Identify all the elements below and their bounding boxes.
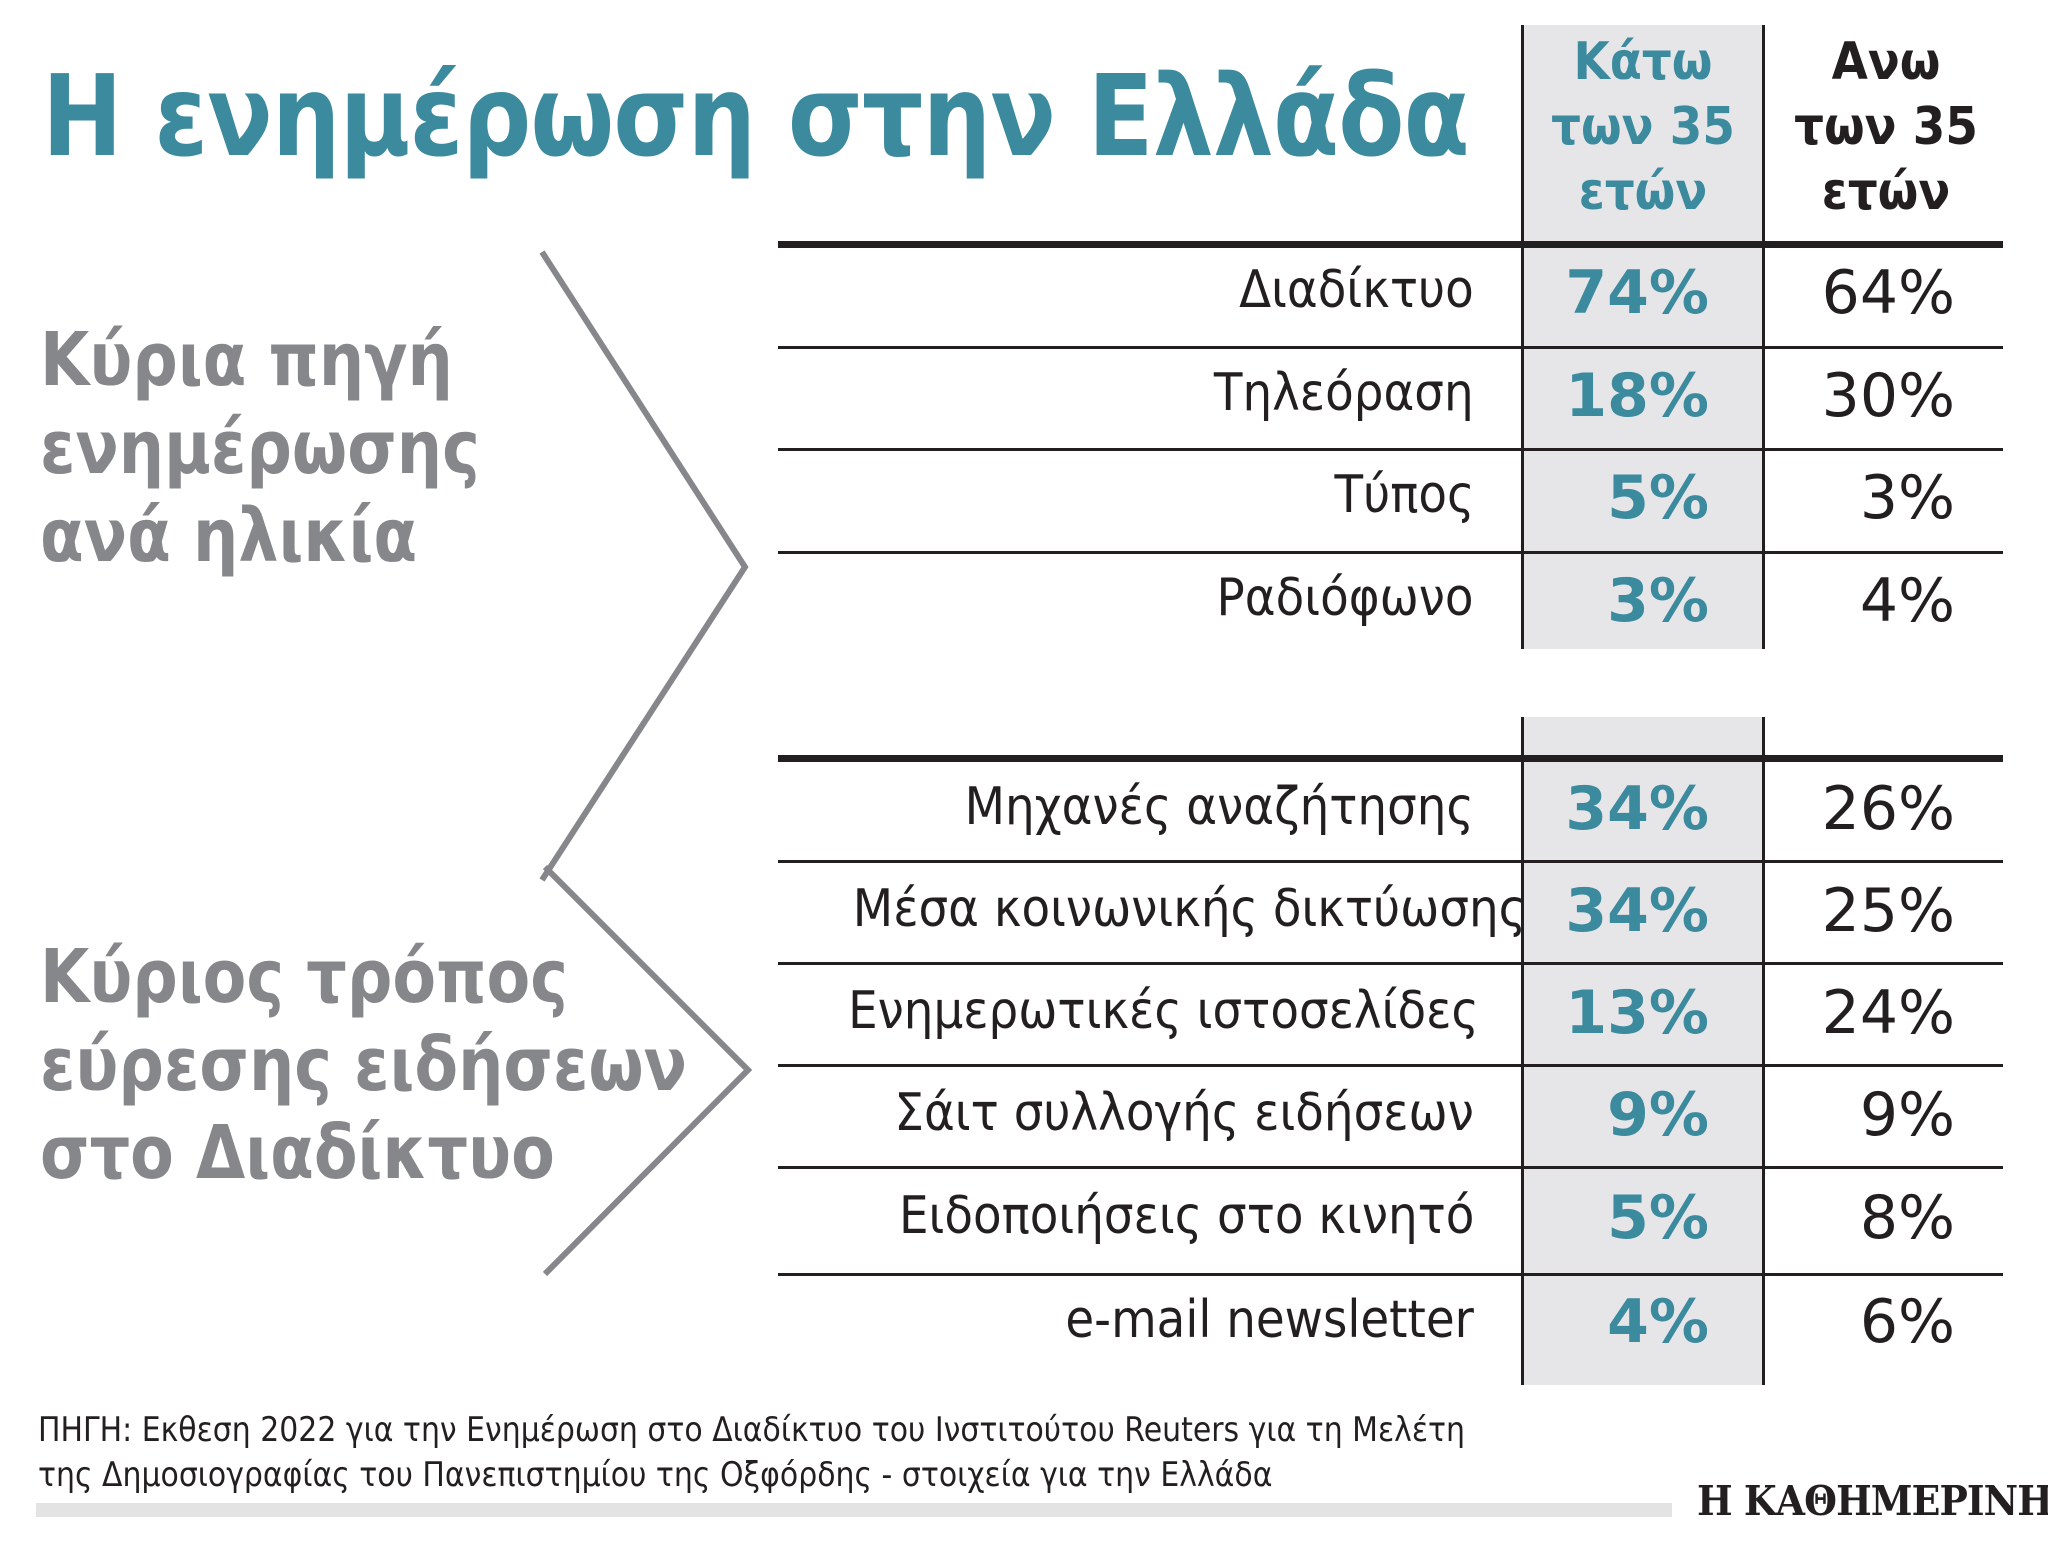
value-over35: 64% xyxy=(1821,258,1955,328)
value-under35: 5% xyxy=(1607,463,1709,533)
section1-label-line: Κύρια πηγή xyxy=(40,317,453,403)
value-over35: 25% xyxy=(1821,876,1955,946)
value-over35: 8% xyxy=(1859,1183,1955,1253)
column-divider xyxy=(1521,717,1524,1385)
row-divider xyxy=(778,1064,2003,1067)
column-divider xyxy=(1762,717,1765,1385)
row-divider xyxy=(778,1273,2003,1276)
section2-label: Κύριος τρόπος εύρεσης ειδήσεων στο Διαδί… xyxy=(40,933,687,1197)
section2-label-line: Κύριος τρόπος xyxy=(40,934,568,1020)
column-header-over35: Ανω των 35 ετών xyxy=(1766,30,2006,225)
row-divider xyxy=(778,1166,2003,1169)
row-divider xyxy=(778,860,2003,863)
value-over35: 4% xyxy=(1859,566,1955,636)
header-line: Ανω xyxy=(1831,32,1941,92)
row-label: Σάιτ συλλογής ειδήσεων xyxy=(894,1083,1474,1143)
row-label: Τύπος xyxy=(1334,465,1474,525)
header-line: ετών xyxy=(1821,162,1951,222)
column-header-under35: Κάτω των 35 ετών xyxy=(1523,30,1763,225)
column-divider xyxy=(1521,25,1524,649)
value-over35: 30% xyxy=(1821,361,1955,431)
row-divider xyxy=(778,962,2003,965)
publisher-logo: Η ΚΑΘΗΜΕΡΙΝΗ xyxy=(1697,1477,2048,1525)
table2-header-rule xyxy=(778,755,2003,762)
footer-bar xyxy=(36,1503,1672,1517)
row-divider xyxy=(778,448,2003,451)
row-divider xyxy=(778,346,2003,349)
value-under35: 18% xyxy=(1565,361,1709,431)
value-under35: 74% xyxy=(1565,258,1709,328)
row-label: Ειδοποιήσεις στο κινητό xyxy=(898,1186,1474,1246)
value-over35: 24% xyxy=(1821,978,1955,1048)
value-under35: 5% xyxy=(1607,1183,1709,1253)
row-label: Διαδίκτυο xyxy=(1239,260,1474,320)
section1-label: Κύρια πηγή ενημέρωσης ανά ηλικία xyxy=(40,316,480,580)
value-under35: 4% xyxy=(1607,1287,1709,1357)
value-over35: 9% xyxy=(1859,1080,1955,1150)
value-under35: 13% xyxy=(1565,978,1709,1048)
section2-label-line: εύρεσης ειδήσεων xyxy=(40,1022,688,1108)
value-under35: 9% xyxy=(1607,1080,1709,1150)
source-note: ΠΗΓΗ: Εκθεση 2022 για την Ενημέρωση στο … xyxy=(38,1408,1465,1498)
source-line-1: ΠΗΓΗ: Εκθεση 2022 για την Ενημέρωση στο … xyxy=(38,1410,1466,1450)
source-line-2: της Δημοσιογραφίας του Πανεπιστημίου της… xyxy=(38,1455,1273,1495)
value-under35: 34% xyxy=(1565,876,1709,946)
section1-label-line: ανά ηλικία xyxy=(40,493,418,579)
table1-header-rule xyxy=(778,241,2003,248)
row-divider xyxy=(778,551,2003,554)
row-label: Μέσα κοινωνικής δικτύωσης xyxy=(852,879,1527,939)
row-label: Μηχανές αναζήτησης xyxy=(964,777,1474,837)
page-title: Η ενημέρωση στην Ελλάδα xyxy=(42,52,1470,182)
section2-label-line: στο Διαδίκτυο xyxy=(40,1110,555,1196)
header-line: των 35 xyxy=(1551,97,1735,157)
column-divider xyxy=(1762,25,1765,649)
value-over35: 6% xyxy=(1859,1287,1955,1357)
value-over35: 3% xyxy=(1859,463,1955,533)
header-line: ετών xyxy=(1578,162,1708,222)
header-line: Κάτω xyxy=(1573,32,1713,92)
row-label: e-mail newsletter xyxy=(1065,1290,1474,1350)
value-under35: 3% xyxy=(1607,566,1709,636)
row-label: Ραδιόφωνο xyxy=(1216,568,1474,628)
section1-label-line: ενημέρωσης xyxy=(40,405,480,491)
row-label: Ενημερωτικές ιστοσελίδες xyxy=(848,981,1479,1041)
row-label: Τηλεόραση xyxy=(1214,363,1474,423)
value-over35: 26% xyxy=(1821,774,1955,844)
value-under35: 34% xyxy=(1565,774,1709,844)
under35-column-highlight xyxy=(1523,25,1763,649)
header-line: των 35 xyxy=(1794,97,1978,157)
